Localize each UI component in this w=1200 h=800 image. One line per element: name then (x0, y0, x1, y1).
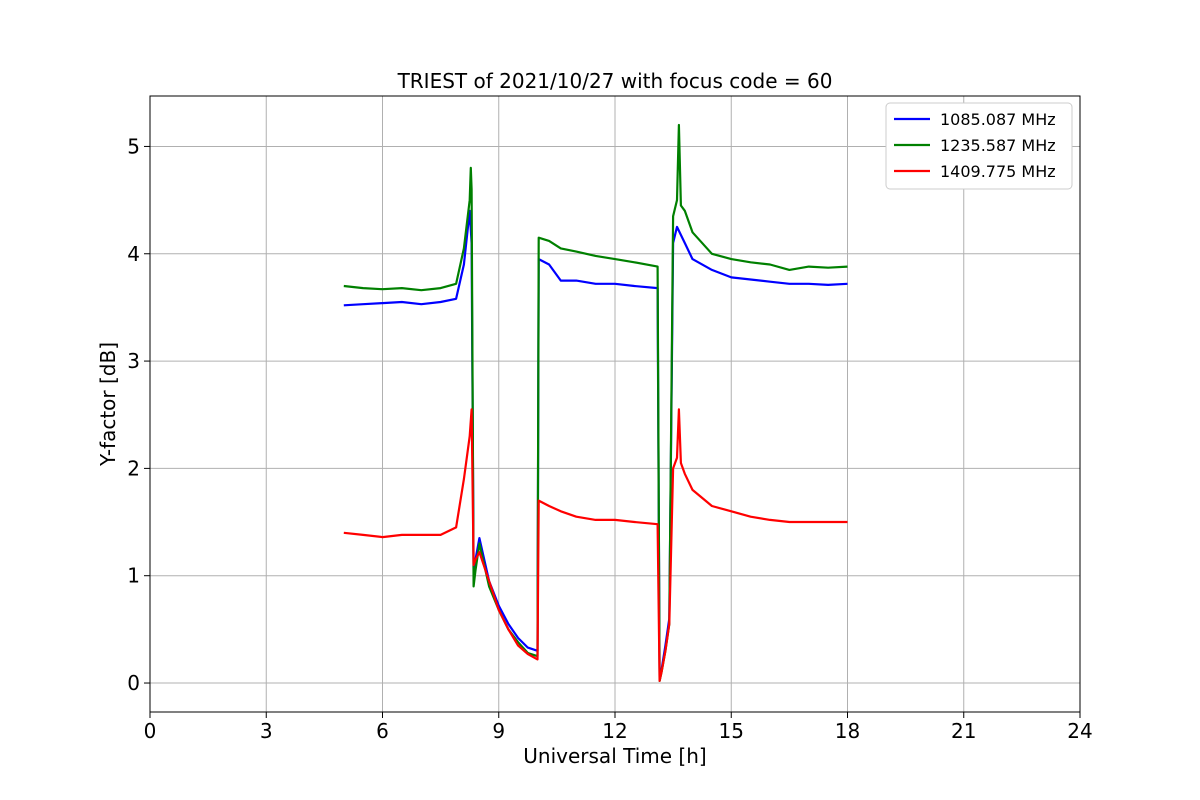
x-tick-label: 12 (602, 719, 627, 743)
x-tick-label: 3 (260, 719, 273, 743)
legend: 1085.087 MHz 1235.587 MHz 1409.775 MHz (885, 102, 1073, 190)
series-line-2 (343, 123, 848, 683)
x-tick-label: 18 (835, 719, 860, 743)
series-line-1 (343, 209, 848, 679)
legend-label-2: 1235.587 MHz (940, 136, 1056, 155)
x-tick-label: 9 (492, 719, 505, 743)
chart-title: TRIEST of 2021/10/27 with focus code = 6… (397, 69, 833, 93)
x-tick-label: 24 (1067, 719, 1092, 743)
x-tick-label: 21 (951, 719, 976, 743)
y-tick-label: 5 (127, 134, 140, 158)
series-line-3 (343, 408, 848, 683)
y-tick-label: 0 (127, 671, 140, 695)
y-axis-label: Y-factor [dB] (96, 342, 120, 467)
x-tick-label: 15 (719, 719, 744, 743)
legend-label-3: 1409.775 MHz (940, 162, 1056, 181)
y-tick-label: 3 (127, 349, 140, 373)
x-axis-label: Universal Time [h] (523, 744, 706, 768)
legend-box (885, 102, 1073, 190)
x-tick-label: 6 (376, 719, 389, 743)
legend-label-1: 1085.087 MHz (940, 110, 1056, 129)
y-tick-label: 1 (127, 564, 140, 588)
plot-area (343, 123, 848, 683)
x-tick-label: 0 (144, 719, 157, 743)
y-tick-label: 4 (127, 242, 140, 266)
y-tick-label: 2 (127, 456, 140, 480)
